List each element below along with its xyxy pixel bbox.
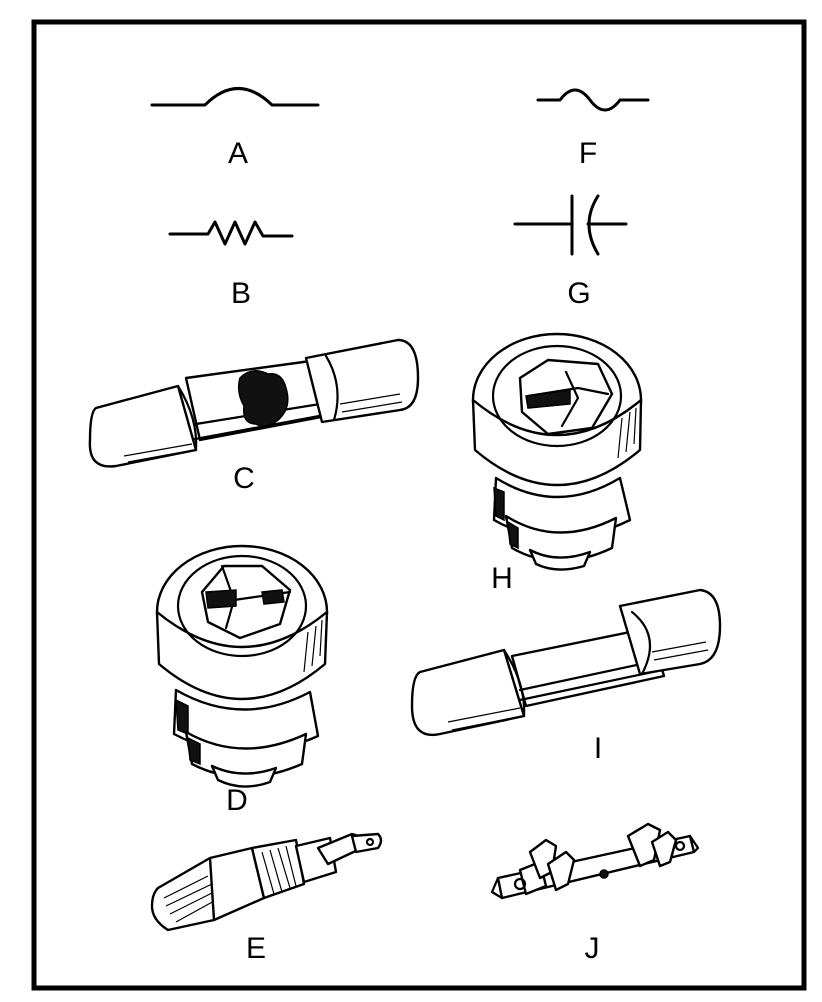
plug-fuse-good-d xyxy=(155,544,329,788)
symbol-g-capacitor xyxy=(513,194,628,256)
symbol-a-fuse-arc xyxy=(150,87,320,107)
label-j: J xyxy=(585,932,600,965)
figure-border xyxy=(31,19,807,991)
label-b: B xyxy=(231,277,251,310)
label-d: D xyxy=(226,784,248,817)
label-f: F xyxy=(579,137,597,170)
cartridge-fuse-blown-c xyxy=(88,338,420,468)
label-h: H xyxy=(491,562,513,595)
label-a: A xyxy=(228,137,248,170)
symbol-b-resistor xyxy=(168,220,294,246)
label-e: E xyxy=(246,932,266,965)
label-g: G xyxy=(567,277,590,310)
fuse-holder-e xyxy=(150,832,383,932)
symbol-f-fuse-wave xyxy=(536,88,650,112)
plug-fuse-blown-h xyxy=(471,332,643,571)
label-i: I xyxy=(594,732,602,765)
cartridge-fuse-good-i xyxy=(410,588,722,737)
label-c: C xyxy=(233,462,255,495)
fuse-block-j xyxy=(490,822,700,900)
